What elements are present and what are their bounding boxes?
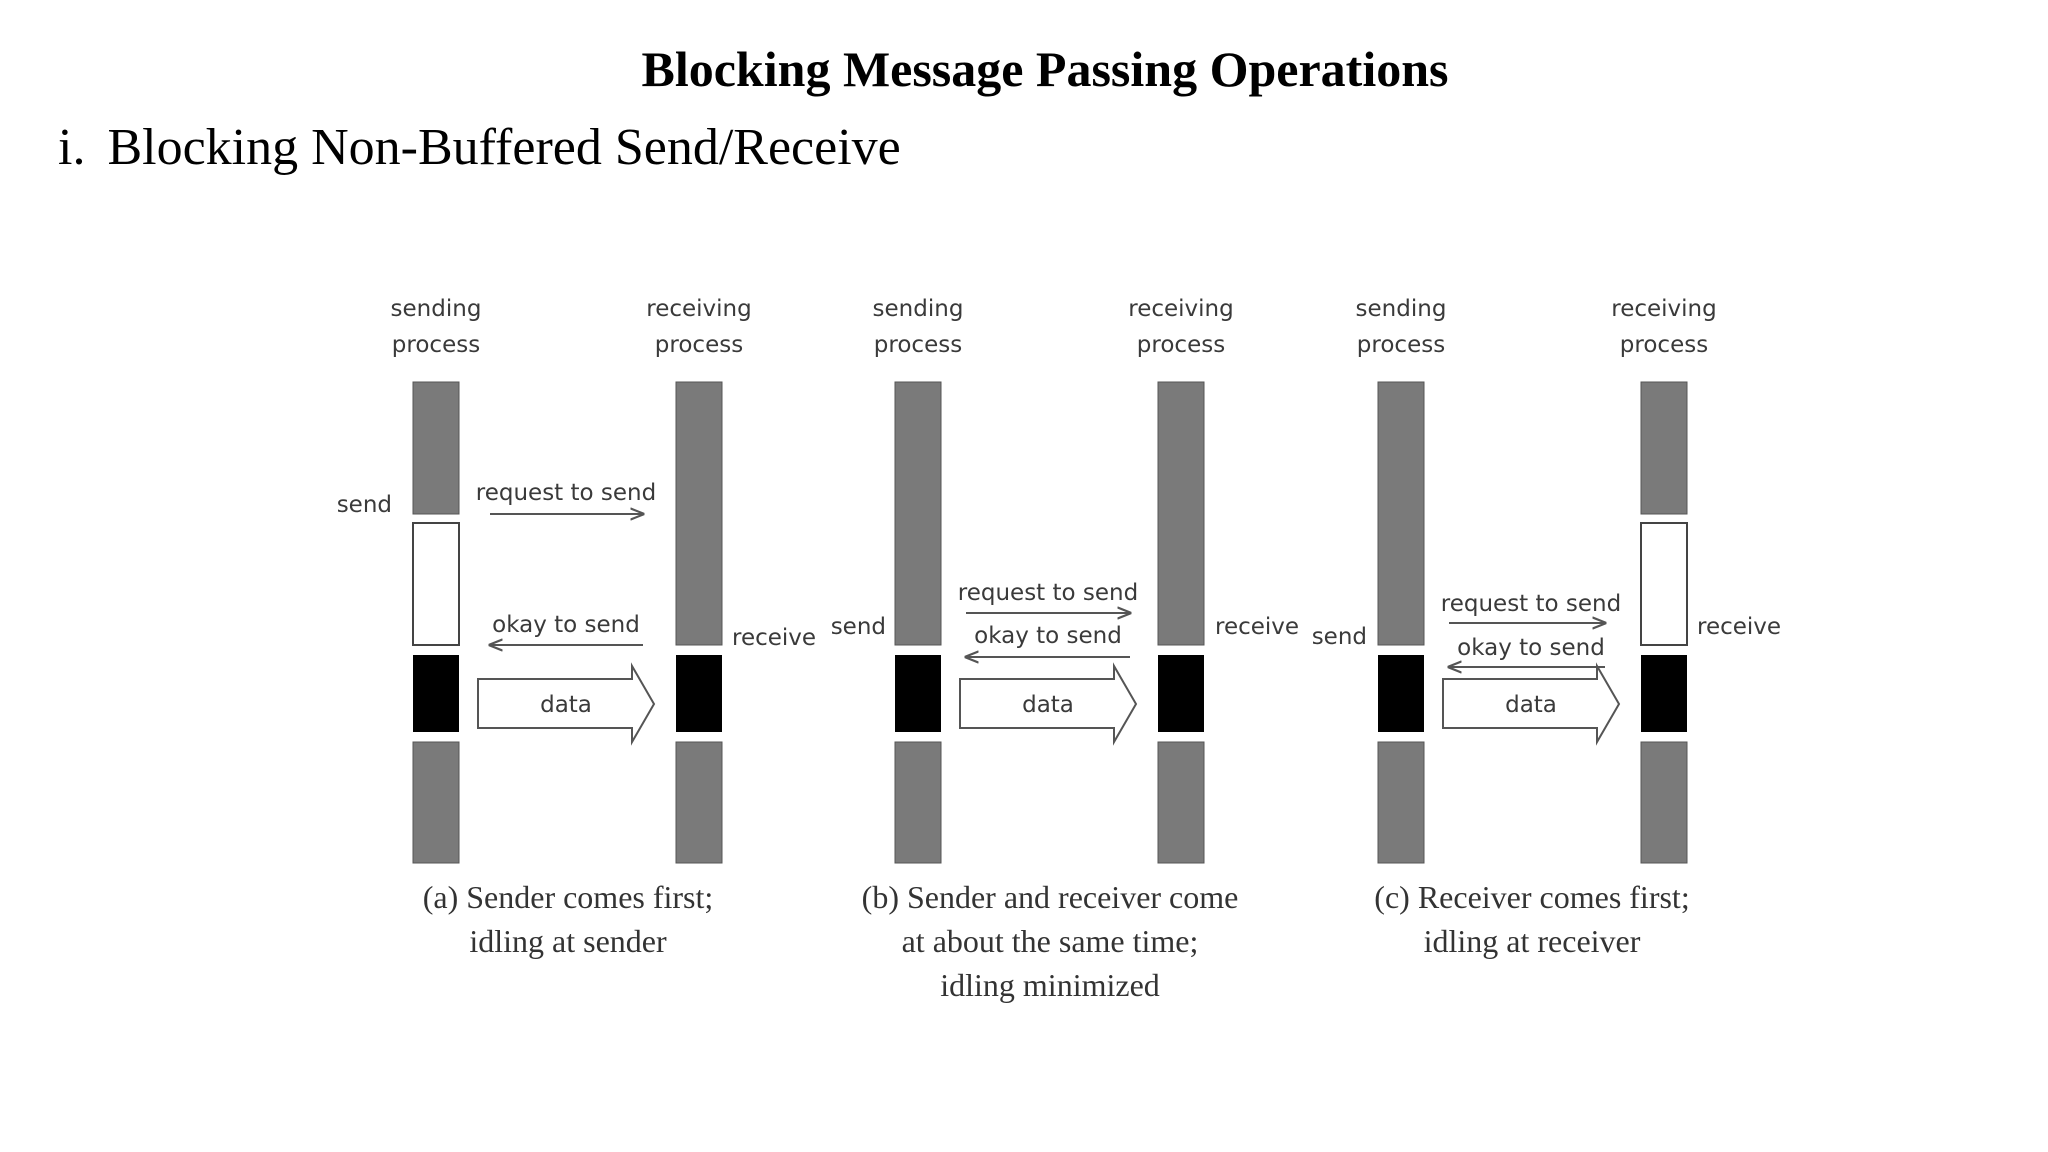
panel-c-sender-resume-segment <box>1377 741 1425 864</box>
panel-a-sender-idle-segment <box>412 522 460 646</box>
panel-b-data-label: data <box>1022 692 1074 718</box>
panel-c-receiver-resume-segment <box>1640 741 1688 864</box>
panel-c-caption-line1: (c) Receiver comes first; <box>1374 879 1689 915</box>
panel-c-receiver-label-line1: receiving <box>1611 296 1716 322</box>
panel-b-receiver-label-line2: process <box>1137 332 1225 358</box>
panel-b-data-arrow <box>959 662 1138 746</box>
panel-c-receiver-active-segment <box>1640 381 1688 515</box>
panel-c-sender-active-segment <box>1377 381 1425 646</box>
section-heading: i. Blocking Non-Buffered Send/Receive <box>58 118 901 177</box>
panel-b-send-call-label: send <box>831 614 886 640</box>
panel-a-data-label: data <box>540 692 592 718</box>
panel-a-request-label: request to send <box>476 480 656 506</box>
panel-b-receiver-resume-segment <box>1157 741 1205 864</box>
panel-c-receive-call-label: receive <box>1697 614 1781 640</box>
page-title: Blocking Message Passing Operations <box>641 41 1449 97</box>
panel-a-caption-line1: (a) Sender comes first; <box>423 879 714 915</box>
panel-c-send-call-label: send <box>1312 624 1367 650</box>
panel-c-receiver-idle-segment <box>1640 522 1688 646</box>
panel-a-sender-resume-segment <box>412 741 460 864</box>
panel-c-request-label: request to send <box>1441 591 1621 617</box>
panel-c-data-arrow <box>1442 662 1621 746</box>
panel-a-data-arrow <box>477 662 656 746</box>
panel-a-receive-call-label: receive <box>732 625 816 651</box>
panel-c-sender-label-line2: process <box>1357 332 1445 358</box>
panel-b-sender-transfer-segment <box>895 655 941 732</box>
panel-a-receiver-resume-segment <box>675 741 723 864</box>
panel-a-receiver-transfer-segment <box>676 655 722 732</box>
panel-a-okay-label: okay to send <box>492 612 640 638</box>
panel-c-okay-label: okay to send <box>1457 635 1605 661</box>
panel-b-sender-active-segment <box>894 381 942 646</box>
panel-b-sender-label-line2: process <box>874 332 962 358</box>
section-number: i. <box>58 119 86 176</box>
panel-b-request-label: request to send <box>958 580 1138 606</box>
panel-c-sender-transfer-segment <box>1378 655 1424 732</box>
panel-b: sending process receiving process send r… <box>831 296 1299 1003</box>
panel-a-send-call-label: send <box>337 492 392 518</box>
panel-a-sender-transfer-segment <box>413 655 459 732</box>
panel-b-caption-line2: at about the same time; <box>902 923 1199 959</box>
panel-b-caption-line3: idling minimized <box>940 967 1160 1003</box>
panel-c-receiver-label-line2: process <box>1620 332 1708 358</box>
panel-b-receiver-active-segment <box>1157 381 1205 646</box>
panel-a: sending process receiving process send r… <box>337 296 816 959</box>
panel-a-receiver-label-line2: process <box>655 332 743 358</box>
panel-a-receiver-label-line1: receiving <box>646 296 751 322</box>
panel-a-sender-label-line2: process <box>392 332 480 358</box>
panel-b-caption-line1: (b) Sender and receiver come <box>862 879 1239 915</box>
panel-c-data-label: data <box>1505 692 1557 718</box>
section-label: Blocking Non-Buffered Send/Receive <box>107 119 901 176</box>
panel-c-sender-label-line1: sending <box>1356 296 1447 322</box>
panel-a-sender-label-line1: sending <box>391 296 482 322</box>
panel-a-receiver-active-segment <box>675 381 723 646</box>
panel-b-sender-label-line1: sending <box>873 296 964 322</box>
panel-b-receiver-transfer-segment <box>1158 655 1204 732</box>
panel-c-receiver-transfer-segment <box>1641 655 1687 732</box>
panel-b-receiver-label-line1: receiving <box>1128 296 1233 322</box>
panel-c: sending process receiving process send r… <box>1312 296 1781 959</box>
panel-a-caption-line2: idling at sender <box>469 923 667 959</box>
panel-b-receive-call-label: receive <box>1215 614 1299 640</box>
panel-b-okay-label: okay to send <box>974 623 1122 649</box>
panel-b-sender-resume-segment <box>894 741 942 864</box>
panel-a-sender-active-segment <box>412 381 460 515</box>
panel-c-caption-line2: idling at receiver <box>1424 923 1641 959</box>
